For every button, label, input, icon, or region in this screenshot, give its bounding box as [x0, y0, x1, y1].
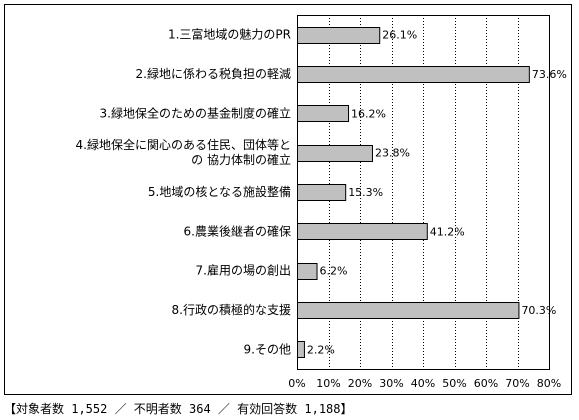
x-tick-label-60: 60%: [474, 377, 498, 390]
category-label-6: 6.農業後継者の確保: [184, 223, 291, 238]
bar-5: [297, 184, 347, 201]
value-label-2: 73.6%: [532, 68, 567, 81]
bar-7: [297, 263, 318, 280]
category-label-7: 7.雇用の場の創出: [196, 263, 291, 278]
category-label-2: 2.緑地に係わる税負担の軽減: [136, 66, 291, 81]
category-label-4: 4.緑地保全に関心のある住民、団体等との 協力体制の確立: [76, 137, 291, 167]
bar-8: [297, 302, 520, 319]
bar-9: [297, 341, 305, 358]
category-label-4-line-2: の 協力体制の確立: [191, 152, 291, 167]
value-label-8: 70.3%: [521, 304, 556, 317]
x-tick-label-70: 70%: [505, 377, 529, 390]
bar-4: [297, 145, 373, 162]
category-label-3: 3.緑地保全のための基金制度の確立: [100, 105, 291, 120]
bar-1: [297, 27, 381, 44]
bar-3: [297, 105, 350, 122]
value-label-5: 15.3%: [348, 186, 383, 199]
bar-2: [297, 66, 530, 83]
x-tick-label-30: 30%: [379, 377, 403, 390]
bar-6: [297, 223, 428, 240]
value-label-6: 41.2%: [430, 225, 465, 238]
value-label-7: 6.2%: [320, 265, 348, 278]
chart-frame: 26.1% 1.三富地域の魅力のPR 73.6% 2.緑地に係わる税負担の軽減 16.2…: [4, 4, 572, 395]
bar-chart: 26.1% 1.三富地域の魅力のPR 73.6% 2.緑地に係わる税負担の軽減 16.2…: [76, 15, 567, 390]
x-tick-label-80: 80%: [537, 377, 561, 390]
category-label-5: 5.地域の核となる施設整備: [148, 184, 291, 199]
category-label-9-line-1: 9.その他: [244, 342, 291, 356]
x-tick-label-0: 0%: [288, 377, 305, 390]
value-label-4: 23.8%: [375, 147, 410, 160]
category-label-9: 9.その他: [244, 342, 291, 356]
value-label-3: 16.2%: [351, 107, 386, 120]
x-tick-label-20: 20%: [348, 377, 372, 390]
value-label-9: 2.2%: [307, 343, 335, 356]
category-label-8-line-1: 8.行政の積極的な支援: [172, 302, 291, 317]
category-label-6-line-1: 6.農業後継者の確保: [184, 223, 291, 238]
x-tick-label-50: 50%: [442, 377, 466, 390]
x-tick-label-10: 10%: [316, 377, 340, 390]
category-label-8: 8.行政の積極的な支援: [172, 302, 291, 317]
category-label-1: 1.三富地域の魅力のPR: [168, 27, 291, 42]
category-label-4-line-1: 4.緑地保全に関心のある住民、団体等と: [76, 137, 291, 152]
category-label-7-line-1: 7.雇用の場の創出: [196, 263, 291, 278]
category-label-2-line-1: 2.緑地に係わる税負担の軽減: [136, 66, 291, 81]
x-tick-label-40: 40%: [411, 377, 435, 390]
category-label-3-line-1: 3.緑地保全のための基金制度の確立: [100, 105, 291, 120]
category-label-1-line-1: 1.三富地域の魅力のPR: [168, 27, 291, 42]
respondent-counts-footnote: 【対象者数 1,552 ／ 不明者数 364 ／ 有効回答数 1,188】: [4, 402, 353, 416]
category-label-5-line-1: 5.地域の核となる施設整備: [148, 184, 291, 199]
value-label-1: 26.1%: [382, 29, 417, 42]
